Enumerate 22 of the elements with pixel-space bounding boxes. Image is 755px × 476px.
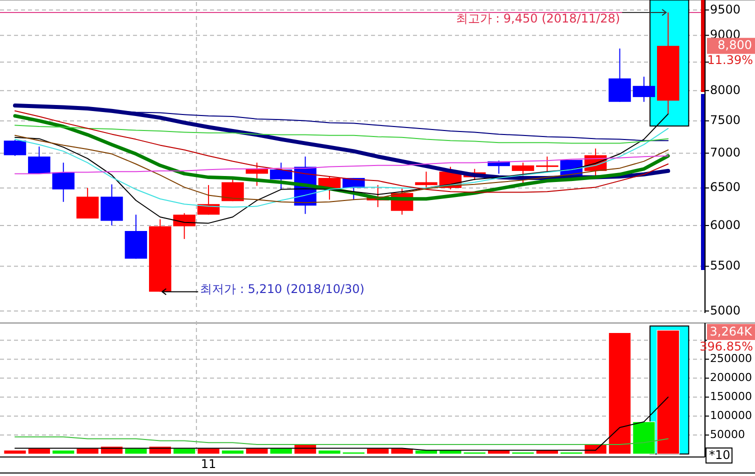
y-tick-label: 150000: [710, 390, 752, 404]
text: 3,264K: [710, 324, 754, 338]
text: *10: [709, 448, 730, 462]
y-tick-label: 5500: [710, 258, 741, 273]
line-series: [14, 436, 669, 445]
y-tick-label: 50000: [710, 428, 745, 442]
y-tick-label: 7500: [710, 113, 741, 128]
y-tick-label: 6500: [710, 180, 741, 194]
annotation: 최고가 : 9,450 (2018/11/28): [456, 11, 620, 26]
y-tick-label: 6000: [710, 218, 741, 232]
y-tick-label: 9500: [710, 2, 741, 16]
text: 8,800: [718, 38, 752, 52]
y-tick-label: 7000: [710, 145, 741, 160]
y-tick-label: 100000: [710, 409, 752, 422]
annotation: 최저가 : 5,210 (2018/10/30): [200, 282, 365, 296]
y-tick-label: 250000: [710, 352, 752, 366]
x-tick-label: 11: [200, 457, 216, 471]
y-tick-label: 200000: [710, 371, 752, 384]
y-tick-label: 8000: [710, 82, 741, 97]
y-tick-label: 5000: [710, 303, 741, 318]
line-series: [14, 124, 669, 144]
text: 11.39%: [707, 53, 753, 68]
